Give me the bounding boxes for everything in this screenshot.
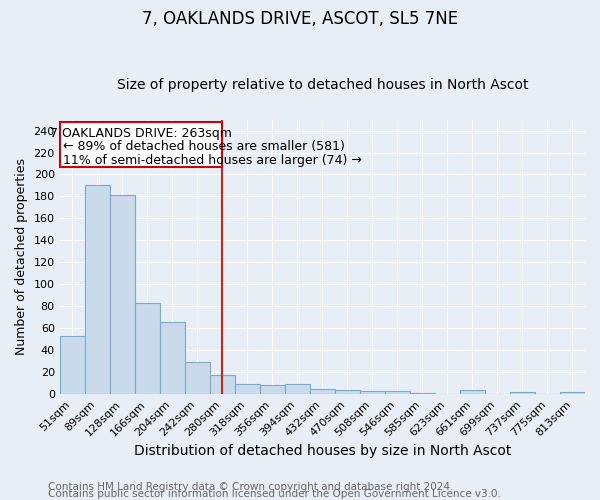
- Bar: [59, 336, 85, 394]
- Bar: [410, 393, 435, 394]
- Bar: [285, 384, 310, 394]
- Bar: [560, 392, 585, 394]
- Text: 11% of semi-detached houses are larger (74) →: 11% of semi-detached houses are larger (…: [64, 154, 362, 166]
- Bar: [510, 392, 535, 394]
- Bar: [360, 391, 385, 394]
- Bar: [460, 390, 485, 394]
- Bar: [185, 362, 210, 394]
- X-axis label: Distribution of detached houses by size in North Ascot: Distribution of detached houses by size …: [134, 444, 511, 458]
- Bar: [235, 384, 260, 394]
- Text: Contains HM Land Registry data © Crown copyright and database right 2024.: Contains HM Land Registry data © Crown c…: [48, 482, 454, 492]
- Bar: [310, 388, 335, 394]
- Bar: [110, 196, 135, 394]
- Bar: [210, 376, 235, 394]
- Bar: [85, 186, 110, 394]
- Text: 7, OAKLANDS DRIVE, ASCOT, SL5 7NE: 7, OAKLANDS DRIVE, ASCOT, SL5 7NE: [142, 10, 458, 28]
- Y-axis label: Number of detached properties: Number of detached properties: [15, 158, 28, 356]
- Bar: [260, 386, 285, 394]
- Text: Contains public sector information licensed under the Open Government Licence v3: Contains public sector information licen…: [48, 489, 501, 499]
- FancyBboxPatch shape: [59, 122, 222, 167]
- Bar: [135, 303, 160, 394]
- Bar: [385, 391, 410, 394]
- Bar: [160, 322, 185, 394]
- Bar: [335, 390, 360, 394]
- Text: 7 OAKLANDS DRIVE: 263sqm: 7 OAKLANDS DRIVE: 263sqm: [50, 127, 232, 140]
- Text: ← 89% of detached houses are smaller (581): ← 89% of detached houses are smaller (58…: [64, 140, 345, 153]
- Title: Size of property relative to detached houses in North Ascot: Size of property relative to detached ho…: [116, 78, 528, 92]
